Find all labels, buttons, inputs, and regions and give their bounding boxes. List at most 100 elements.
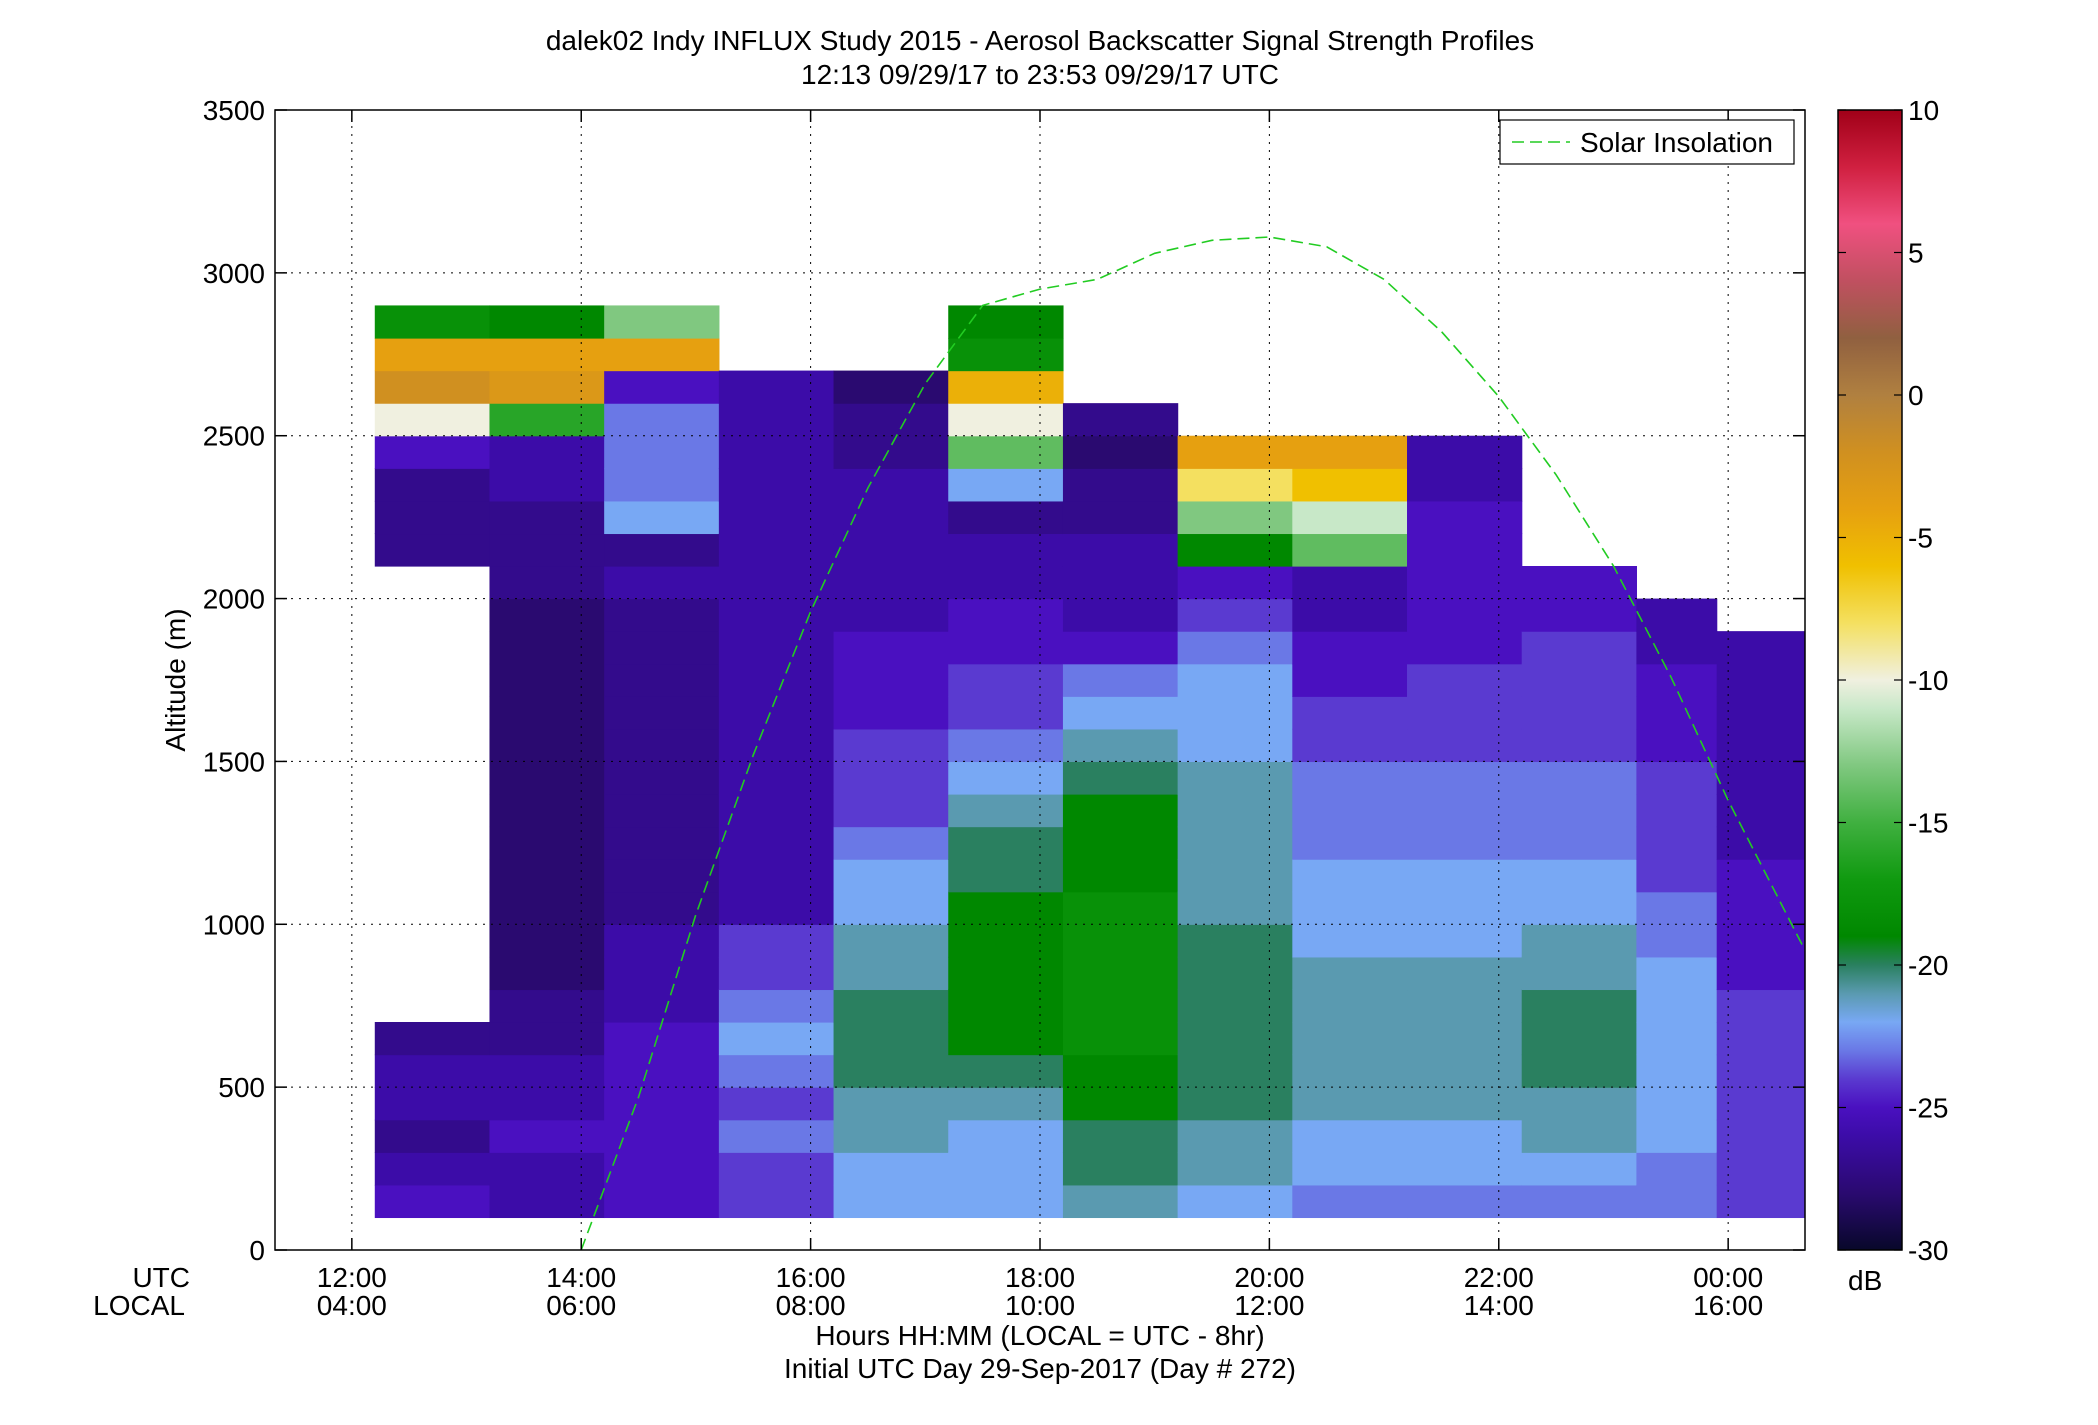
y-tick-label: 3500 xyxy=(203,95,265,126)
heatmap-cell xyxy=(1521,761,1638,795)
heatmap-cell xyxy=(1716,1184,1805,1219)
heatmap-cell xyxy=(489,566,605,600)
heatmap-cell xyxy=(948,891,1064,925)
colorbar-tick-label: -20 xyxy=(1908,950,1948,981)
heatmap-cell xyxy=(1636,1152,1718,1186)
heatmap-cell xyxy=(604,631,720,665)
heatmap-cell xyxy=(1407,533,1523,567)
heatmap-cell xyxy=(1062,468,1179,502)
heatmap-cell xyxy=(1636,859,1718,893)
heatmap-cell xyxy=(1292,794,1408,828)
heatmap-cell xyxy=(604,761,720,795)
x-tick-label-utc: 00:00 xyxy=(1693,1262,1763,1293)
heatmap-cell xyxy=(1521,1087,1638,1121)
heatmap-cell xyxy=(1407,891,1523,925)
heatmap-cell xyxy=(833,468,949,502)
heatmap-cell xyxy=(1292,663,1408,697)
heatmap-cell xyxy=(1062,989,1179,1023)
heatmap-cell xyxy=(1062,631,1179,665)
heatmap-cell xyxy=(1292,696,1408,730)
heatmap-cell xyxy=(948,338,1064,372)
heatmap-cell xyxy=(1407,1152,1523,1186)
heatmap-cell xyxy=(489,1087,605,1121)
x-tick-label-utc: 20:00 xyxy=(1234,1262,1304,1293)
heatmap-cell xyxy=(948,728,1064,763)
x-row-label-local: LOCAL xyxy=(93,1290,185,1321)
heatmap-cell xyxy=(948,663,1064,697)
heatmap-cell xyxy=(489,435,605,469)
heatmap-cell xyxy=(1292,1152,1408,1186)
heatmap-cell xyxy=(948,1087,1064,1121)
heatmap-cell xyxy=(604,891,720,925)
x-tick-label-local: 04:00 xyxy=(317,1290,387,1321)
y-tick-label: 0 xyxy=(249,1235,265,1266)
heatmap-cell xyxy=(948,566,1064,600)
heatmap-cell xyxy=(1407,1119,1523,1153)
heatmap-cell xyxy=(489,1119,605,1153)
heatmap-cell xyxy=(1716,1022,1805,1056)
heatmap-cell xyxy=(489,533,605,567)
heatmap-cell xyxy=(833,1184,949,1219)
heatmap-cell xyxy=(1716,728,1805,763)
heatmap-cell xyxy=(1177,1054,1293,1088)
heatmap-cell xyxy=(1407,500,1523,535)
heatmap-cell xyxy=(1521,891,1638,925)
heatmap-cell xyxy=(1177,1087,1293,1121)
heatmap-cell xyxy=(718,663,835,697)
heatmap-cell xyxy=(1292,566,1408,600)
heatmap-cell xyxy=(718,1184,835,1219)
heatmap-cell xyxy=(1062,1022,1179,1056)
heatmap-cell xyxy=(489,338,605,372)
heatmap-cell xyxy=(1177,891,1293,925)
heatmap-cell xyxy=(1636,1184,1718,1219)
heatmap-cell xyxy=(948,956,1064,991)
y-tick-label: 1500 xyxy=(203,746,265,777)
heatmap-cell xyxy=(948,1119,1064,1153)
heatmap-cell xyxy=(1521,1022,1638,1056)
heatmap-cell xyxy=(489,468,605,502)
heatmap-cell xyxy=(1292,1119,1408,1153)
heatmap-cell xyxy=(1062,1184,1179,1219)
heatmap-cell xyxy=(1292,826,1408,860)
heatmap-cell xyxy=(374,435,491,469)
heatmap-cell xyxy=(1177,1022,1293,1056)
heatmap-cell xyxy=(1716,891,1805,925)
heatmap-cell xyxy=(833,1054,949,1088)
heatmap-cell xyxy=(948,794,1064,828)
heatmap-cell xyxy=(604,435,720,469)
heatmap-cell xyxy=(489,696,605,730)
heatmap-cell xyxy=(718,468,835,502)
heatmap-cell xyxy=(1292,468,1408,502)
heatmap-cell xyxy=(1636,696,1718,730)
colorbar-ticks: -30 -25 -20 -15 -10 -5 0 5 10 xyxy=(1838,95,1948,1266)
heatmap-cell xyxy=(1636,891,1718,925)
heatmap-cell xyxy=(604,1184,720,1219)
heatmap-cell xyxy=(1407,435,1523,469)
heatmap-cell xyxy=(374,1022,491,1056)
chart-title: dalek02 Indy INFLUX Study 2015 - Aerosol… xyxy=(546,25,1534,56)
heatmap-cell xyxy=(833,1152,949,1186)
y-axis-label: Altitude (m) xyxy=(160,608,191,751)
heatmap-cell xyxy=(1292,859,1408,893)
x-tick-label-utc: 18:00 xyxy=(1005,1262,1075,1293)
heatmap-cell xyxy=(718,1152,835,1186)
heatmap-cell xyxy=(1062,859,1179,893)
heatmap-cell xyxy=(1062,728,1179,763)
x-axis: 12:0004:0014:0006:0016:0008:0018:0010:00… xyxy=(317,110,1763,1321)
heatmap-cell xyxy=(833,1087,949,1121)
heatmap-cell xyxy=(833,924,949,958)
heatmap-cell xyxy=(489,728,605,763)
chart-subtitle: 12:13 09/29/17 to 23:53 09/29/17 UTC xyxy=(801,59,1279,90)
heatmap-cell xyxy=(1407,989,1523,1023)
heatmap-cell xyxy=(718,989,835,1023)
heatmap-cell xyxy=(1177,631,1293,665)
heatmap-cell xyxy=(718,1119,835,1153)
heatmap-cell xyxy=(604,794,720,828)
heatmap-cell xyxy=(718,566,835,600)
heatmap-cell xyxy=(1062,1054,1179,1088)
heatmap-cell xyxy=(833,1022,949,1056)
heatmap-cell xyxy=(1177,728,1293,763)
heatmap-cell xyxy=(489,859,605,893)
heatmap-cell xyxy=(489,1184,605,1219)
heatmap-cell xyxy=(1521,598,1638,632)
